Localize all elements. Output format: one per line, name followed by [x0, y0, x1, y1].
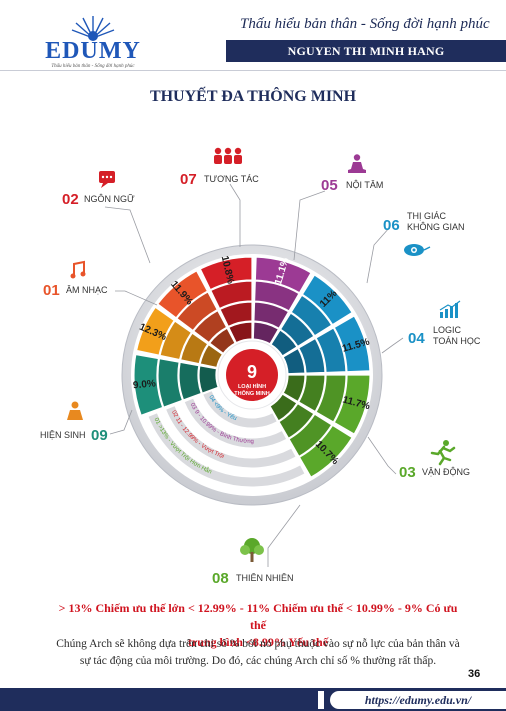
note-paragraph: Chúng Arch sẽ không dựa trên chỉ số % bở…: [56, 638, 460, 667]
intel-name-04-line2: TOÁN HỌC: [433, 336, 481, 346]
intel-num-02: 02: [62, 191, 79, 208]
wheel-segment-band: [290, 294, 333, 337]
scale-arc: [148, 413, 305, 487]
wheel-segment-band: [227, 321, 253, 344]
intel-num-09: 09: [91, 427, 108, 444]
wheel-segment-band: [315, 374, 347, 423]
wheel-segment-band: [282, 374, 306, 403]
center-badge: [226, 349, 278, 401]
people-group-icon: [214, 147, 242, 164]
monk-icon: [67, 401, 83, 420]
center-line2: THÔNG MINH: [234, 389, 269, 397]
wheel-segment-band: [192, 309, 228, 344]
wheel-segment-band: [297, 374, 326, 413]
wheel-segment-band: [208, 327, 236, 355]
intel-name-03: VẬN ĐỘNG: [422, 467, 470, 477]
intel-num-04: 04: [408, 330, 425, 347]
intel-name-09: HIỆN SINH: [40, 430, 86, 440]
wheel-segment-band: [199, 343, 224, 369]
wheel-segment-band: [252, 321, 280, 345]
intel-num-08: 08: [212, 570, 229, 587]
wheel-segment-band: [178, 361, 203, 401]
header-name-banner: NGUYEN THI MINH HANG: [226, 40, 506, 62]
wheel-segment-band: [156, 270, 209, 319]
scale-arc: [184, 398, 287, 448]
wheel-segment-band: [333, 374, 371, 435]
page-number: 36: [468, 668, 481, 680]
running-person-icon: [430, 440, 456, 466]
intel-name-07: TƯƠNG TÁC: [204, 174, 259, 184]
legend-line2: trung bình <8.99% Yếu thế: [187, 635, 329, 649]
intel-num-05: 05: [321, 177, 338, 194]
wheel-segment-band: [198, 365, 219, 394]
wheel-segment-band: [133, 353, 164, 417]
intel-num-03: 03: [399, 464, 416, 481]
wheel-segment-band: [270, 329, 298, 357]
wheel-segment-band: [157, 357, 184, 408]
wheel-segment-band: [333, 315, 371, 373]
wheel-segment-band: [315, 327, 347, 374]
speech-bubble-icon: [99, 171, 115, 188]
tree-icon: [240, 538, 264, 562]
logo-sunburst-icon: [71, 16, 115, 41]
intel-name-06-line2: KHÔNG GIAN: [407, 222, 465, 232]
wheel-segment-band: [209, 280, 253, 310]
music-note-icon: [70, 260, 86, 279]
wheel-segment-band: [269, 393, 298, 422]
wheel-segment-band: [179, 332, 209, 365]
wheel-segment-band: [219, 301, 253, 328]
wheel-segment-band: [279, 312, 315, 348]
scale-arc: [166, 406, 296, 468]
legend-line1: > 13% Chiếm ưu thế lớn < 12.99% - 11% Ch…: [58, 601, 458, 632]
wheel-segment-label: 9.0%: [133, 378, 157, 391]
wheel-segment-band: [253, 301, 290, 330]
legend-text: > 13% Chiếm ưu thế lớn < 12.99% - 11% Ch…: [58, 600, 458, 651]
intel-name-05: NỘI TÂM: [346, 180, 383, 190]
wheel-segment-band: [282, 347, 306, 375]
intel-name-08: THIÊN NHIÊN: [236, 573, 294, 583]
logo: EDUMY Thấu hiểu bản thân - Sống đời hạnh…: [38, 12, 148, 72]
center-number: 9: [247, 362, 257, 382]
footer-url-link[interactable]: https://edumy.edu.vn/: [330, 691, 506, 709]
wheel-segment-band: [278, 402, 315, 440]
header-divider: [0, 70, 506, 71]
wheel-segment-band: [301, 274, 353, 326]
meditation-icon: [348, 154, 366, 173]
wheel-segment-band: [199, 256, 253, 291]
intel-num-07: 07: [180, 171, 197, 188]
header-tagline: Thấu hiểu bản thân - Sống đời hạnh phúc: [240, 16, 490, 32]
wheel-segment-band: [135, 306, 176, 356]
wheel-segment-band: [288, 413, 333, 458]
wheel-segment-band: [254, 256, 312, 294]
wheel-segment-band: [298, 424, 353, 479]
center-line1: LOẠI HÌNH: [238, 382, 266, 390]
intel-name-02: NGÔN NGỮ: [84, 194, 135, 204]
wheel-segment-band: [297, 337, 326, 374]
page-title: THUYẾT ĐA THÔNG MINH: [149, 88, 357, 105]
intel-name-04-line1: LOGIC: [433, 325, 462, 335]
intel-name-06-line1: THỊ GIÁC: [407, 211, 447, 221]
scale-arc: [203, 391, 277, 428]
wheel-segment-band: [159, 320, 193, 361]
intel-name-01: ÂM NHẠC: [66, 285, 108, 295]
logo-tagline: Thấu hiểu bản thân - Sống đời hạnh phúc: [51, 64, 135, 69]
intel-num-01: 01: [43, 282, 60, 299]
wheel-segment-band: [176, 291, 219, 332]
wheel-segment-band: [253, 280, 300, 312]
footer-stripe: [318, 691, 324, 709]
logo-text: EDUMY: [45, 38, 141, 64]
eye-brain-icon: [404, 244, 431, 256]
bar-chart-icon: [439, 300, 461, 318]
intel-num-06: 06: [383, 217, 400, 234]
